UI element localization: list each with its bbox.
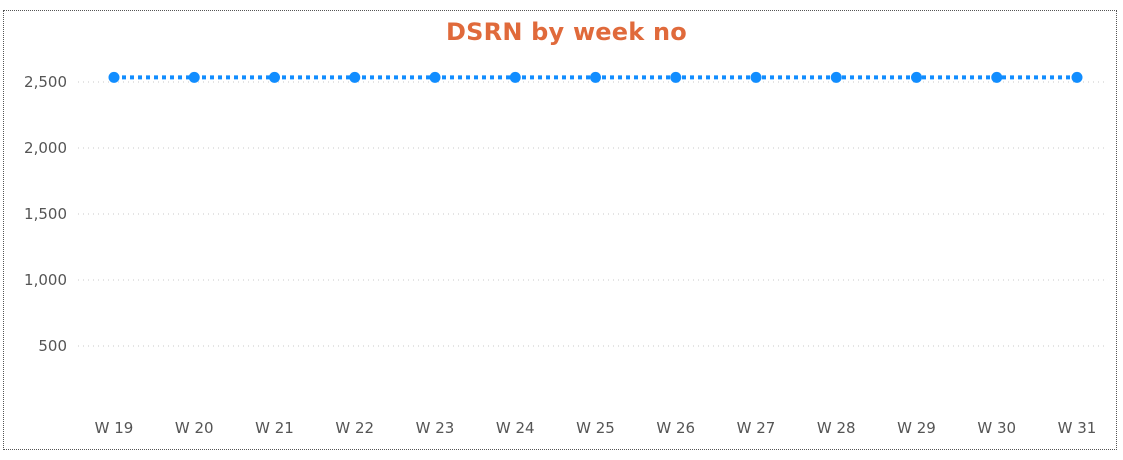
data-point[interactable] bbox=[509, 71, 521, 83]
x-tick-label: W 26 bbox=[656, 419, 695, 437]
data-point[interactable] bbox=[991, 71, 1003, 83]
y-axis-ticks: 500 1,000 1,500 2,000 2,500 bbox=[24, 73, 67, 355]
data-point[interactable] bbox=[188, 71, 200, 83]
x-tick-label: W 30 bbox=[977, 419, 1016, 437]
data-point[interactable] bbox=[269, 71, 280, 83]
y-tick-label: 2,500 bbox=[24, 73, 67, 91]
x-tick-label: W 20 bbox=[175, 419, 214, 437]
x-tick-label: W 25 bbox=[576, 419, 615, 437]
x-tick-label: W 19 bbox=[95, 419, 134, 437]
data-point[interactable] bbox=[349, 71, 361, 83]
chart-frame bbox=[3, 10, 1117, 450]
y-tick-label: 2,000 bbox=[24, 139, 67, 157]
data-point[interactable] bbox=[108, 71, 120, 83]
data-point[interactable] bbox=[670, 71, 682, 83]
data-point[interactable] bbox=[429, 71, 441, 83]
gridlines bbox=[78, 81, 1108, 347]
y-tick-label: 500 bbox=[38, 337, 67, 355]
data-point[interactable] bbox=[911, 71, 922, 83]
x-tick-label: W 27 bbox=[737, 419, 776, 437]
y-tick-label: 1,000 bbox=[24, 271, 67, 289]
x-tick-label: W 23 bbox=[416, 419, 455, 437]
series-layer bbox=[108, 71, 1083, 83]
y-tick-label: 1,500 bbox=[24, 205, 67, 223]
x-axis-ticks: W 19 W 20 W 21 W 22 W 23 W 24 W 25 W 26 W 27 W 28… bbox=[95, 419, 1097, 437]
x-tick-label: W 28 bbox=[817, 419, 856, 437]
x-tick-label: W 29 bbox=[897, 419, 936, 437]
data-point[interactable] bbox=[830, 71, 842, 83]
chart-title: DSRN by week no bbox=[446, 18, 687, 46]
x-tick-label: W 22 bbox=[335, 419, 374, 437]
x-tick-label: W 24 bbox=[496, 419, 535, 437]
data-point[interactable] bbox=[1071, 71, 1083, 83]
data-point[interactable] bbox=[590, 71, 601, 83]
x-tick-label: W 31 bbox=[1058, 419, 1097, 437]
x-tick-label: W 21 bbox=[255, 419, 294, 437]
data-point[interactable] bbox=[750, 71, 762, 83]
